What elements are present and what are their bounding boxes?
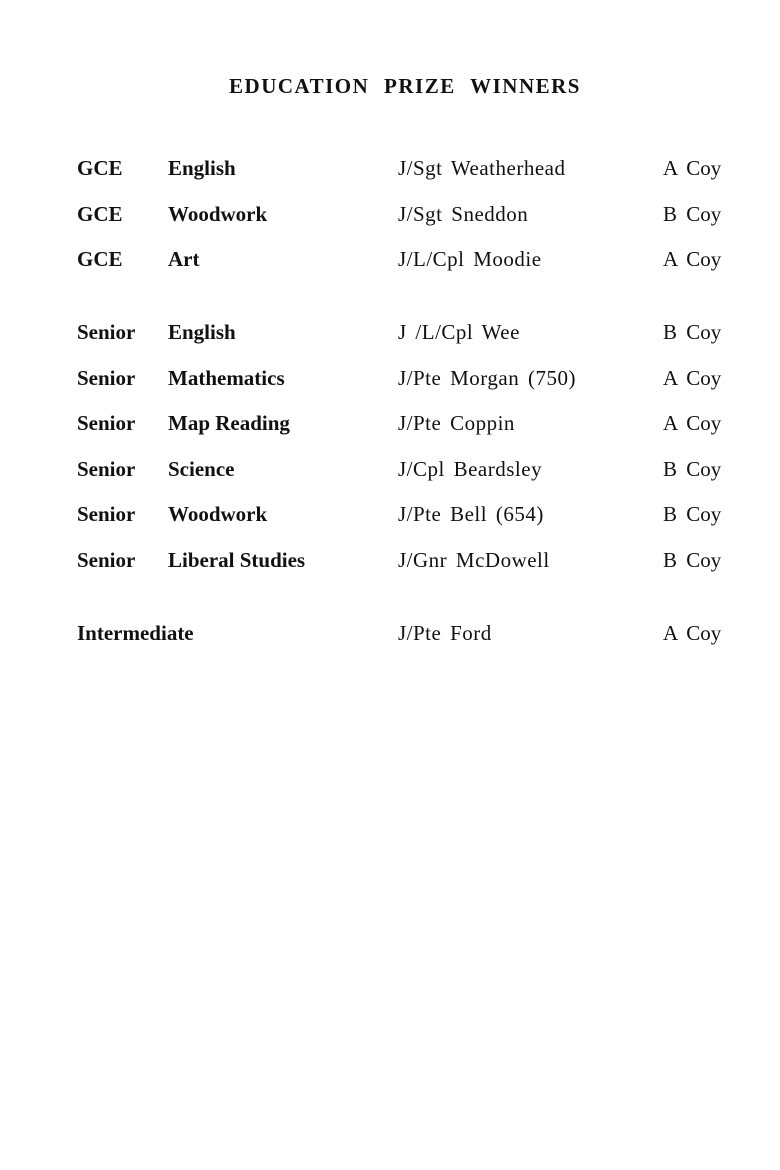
page-title: EDUCATION PRIZE WINNERS (229, 74, 581, 98)
name-cell: J/Pte Morgan (750) (398, 366, 576, 390)
table-row: Senior Science J/Cpl Beardsley B Coy (0, 457, 780, 487)
subject-cell: Science (168, 457, 235, 481)
level-cell: Senior (77, 457, 136, 481)
level-cell: GCE (77, 156, 123, 180)
company-cell: B Coy (663, 202, 722, 226)
company-cell: A Coy (663, 247, 722, 271)
name-cell: J/Pte Ford (398, 621, 492, 645)
subject-cell: Mathematics (168, 366, 285, 390)
name-cell: J/Pte Coppin (398, 411, 515, 435)
table-row: Senior Map Reading J/Pte Coppin A Coy (0, 411, 780, 441)
name-cell: J /L/Cpl Wee (398, 320, 520, 344)
level-cell: Senior (77, 320, 136, 344)
table-row: Senior Mathematics J/Pte Morgan (750) A Coy (0, 366, 780, 396)
company-cell: A Coy (663, 621, 722, 645)
company-cell: B Coy (663, 320, 722, 344)
subject-cell: Woodwork (168, 202, 268, 226)
level-cell: Senior (77, 548, 136, 572)
name-cell: J/L/Cpl Moodie (398, 247, 542, 271)
name-cell: J/Sgt Sneddon (398, 202, 529, 226)
company-cell: A Coy (663, 366, 722, 390)
subject-cell: English (168, 156, 236, 180)
company-cell: A Coy (663, 156, 722, 180)
level-cell: GCE (77, 247, 123, 271)
subject-cell: Woodwork (168, 502, 268, 526)
table-row: GCE English J/Sgt Weatherhead A Coy (0, 156, 780, 186)
company-cell: B Coy (663, 548, 722, 572)
company-cell: A Coy (663, 411, 722, 435)
table-row: GCE Woodwork J/Sgt Sneddon B Coy (0, 202, 780, 232)
table-row: Senior Liberal Studies J/Gnr McDowell B Coy (0, 548, 780, 578)
subject-cell: English (168, 320, 236, 344)
table-row: Senior Woodwork J/Pte Bell (654) B Coy (0, 502, 780, 532)
level-cell: GCE (77, 202, 123, 226)
subject-cell: Art (168, 247, 200, 271)
table-row: Intermediate J/Pte Ford A Coy (0, 621, 780, 651)
subject-cell: Liberal Studies (168, 548, 306, 572)
level-cell: Intermediate (77, 621, 194, 645)
table-row: Senior English J /L/Cpl Wee B Coy (0, 320, 780, 350)
name-cell: J/Sgt Weatherhead (398, 156, 566, 180)
company-cell: B Coy (663, 457, 722, 481)
table-row: GCE Art J/L/Cpl Moodie A Coy (0, 247, 780, 277)
company-cell: B Coy (663, 502, 722, 526)
level-cell: Senior (77, 411, 136, 435)
name-cell: J/Cpl Beardsley (398, 457, 543, 481)
name-cell: J/Gnr McDowell (398, 548, 550, 572)
level-cell: Senior (77, 366, 136, 390)
level-cell: Senior (77, 502, 136, 526)
subject-cell: Map Reading (168, 411, 290, 435)
name-cell: J/Pte Bell (654) (398, 502, 544, 526)
